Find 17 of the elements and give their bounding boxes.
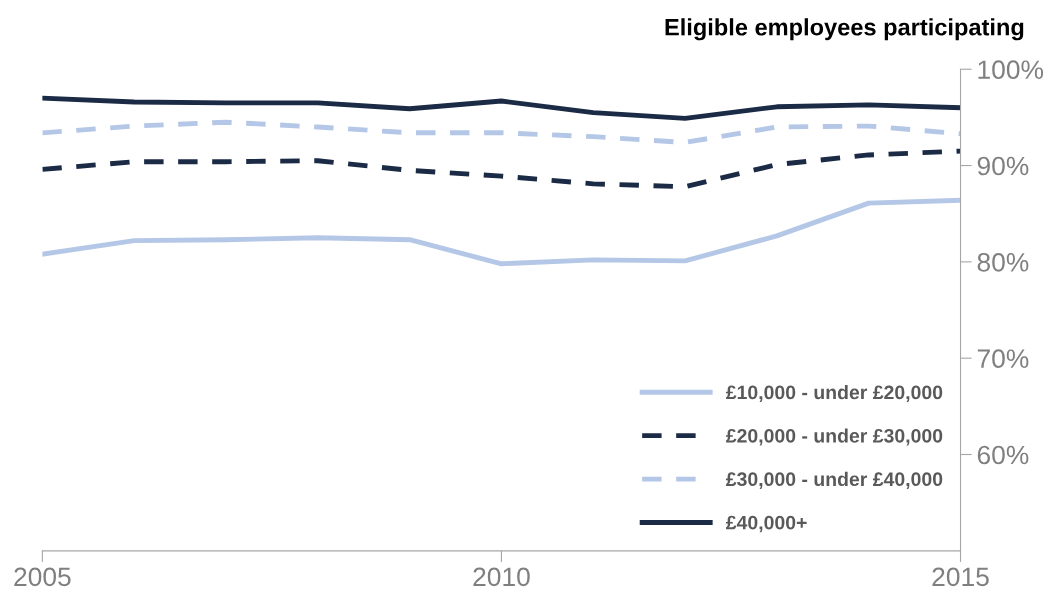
y-tick-label: 100% [978,60,1044,80]
line-series [42,95,961,121]
y-tick-label: 70% [977,349,1029,369]
x-tick-label: 2005 [14,567,71,587]
legend-label: £10,000 - under £20,000 [725,384,943,403]
y-tick-label: 80% [977,253,1029,272]
legend-label: £20,000 - under £30,000 [725,428,943,446]
x-tick-label: 2010 [473,567,530,587]
y-tick-label: 90% [977,156,1029,176]
line-series [42,148,961,190]
line-series [42,119,961,145]
legend-label: £30,000 - under £40,000 [725,471,943,489]
x-tick-label: 2015 [932,567,989,587]
line-series [42,197,961,267]
y-axis-title: Eligible employees participating [665,18,1024,41]
legend-label: £40,000+ [725,515,807,533]
y-tick-label: 60% [977,445,1029,465]
